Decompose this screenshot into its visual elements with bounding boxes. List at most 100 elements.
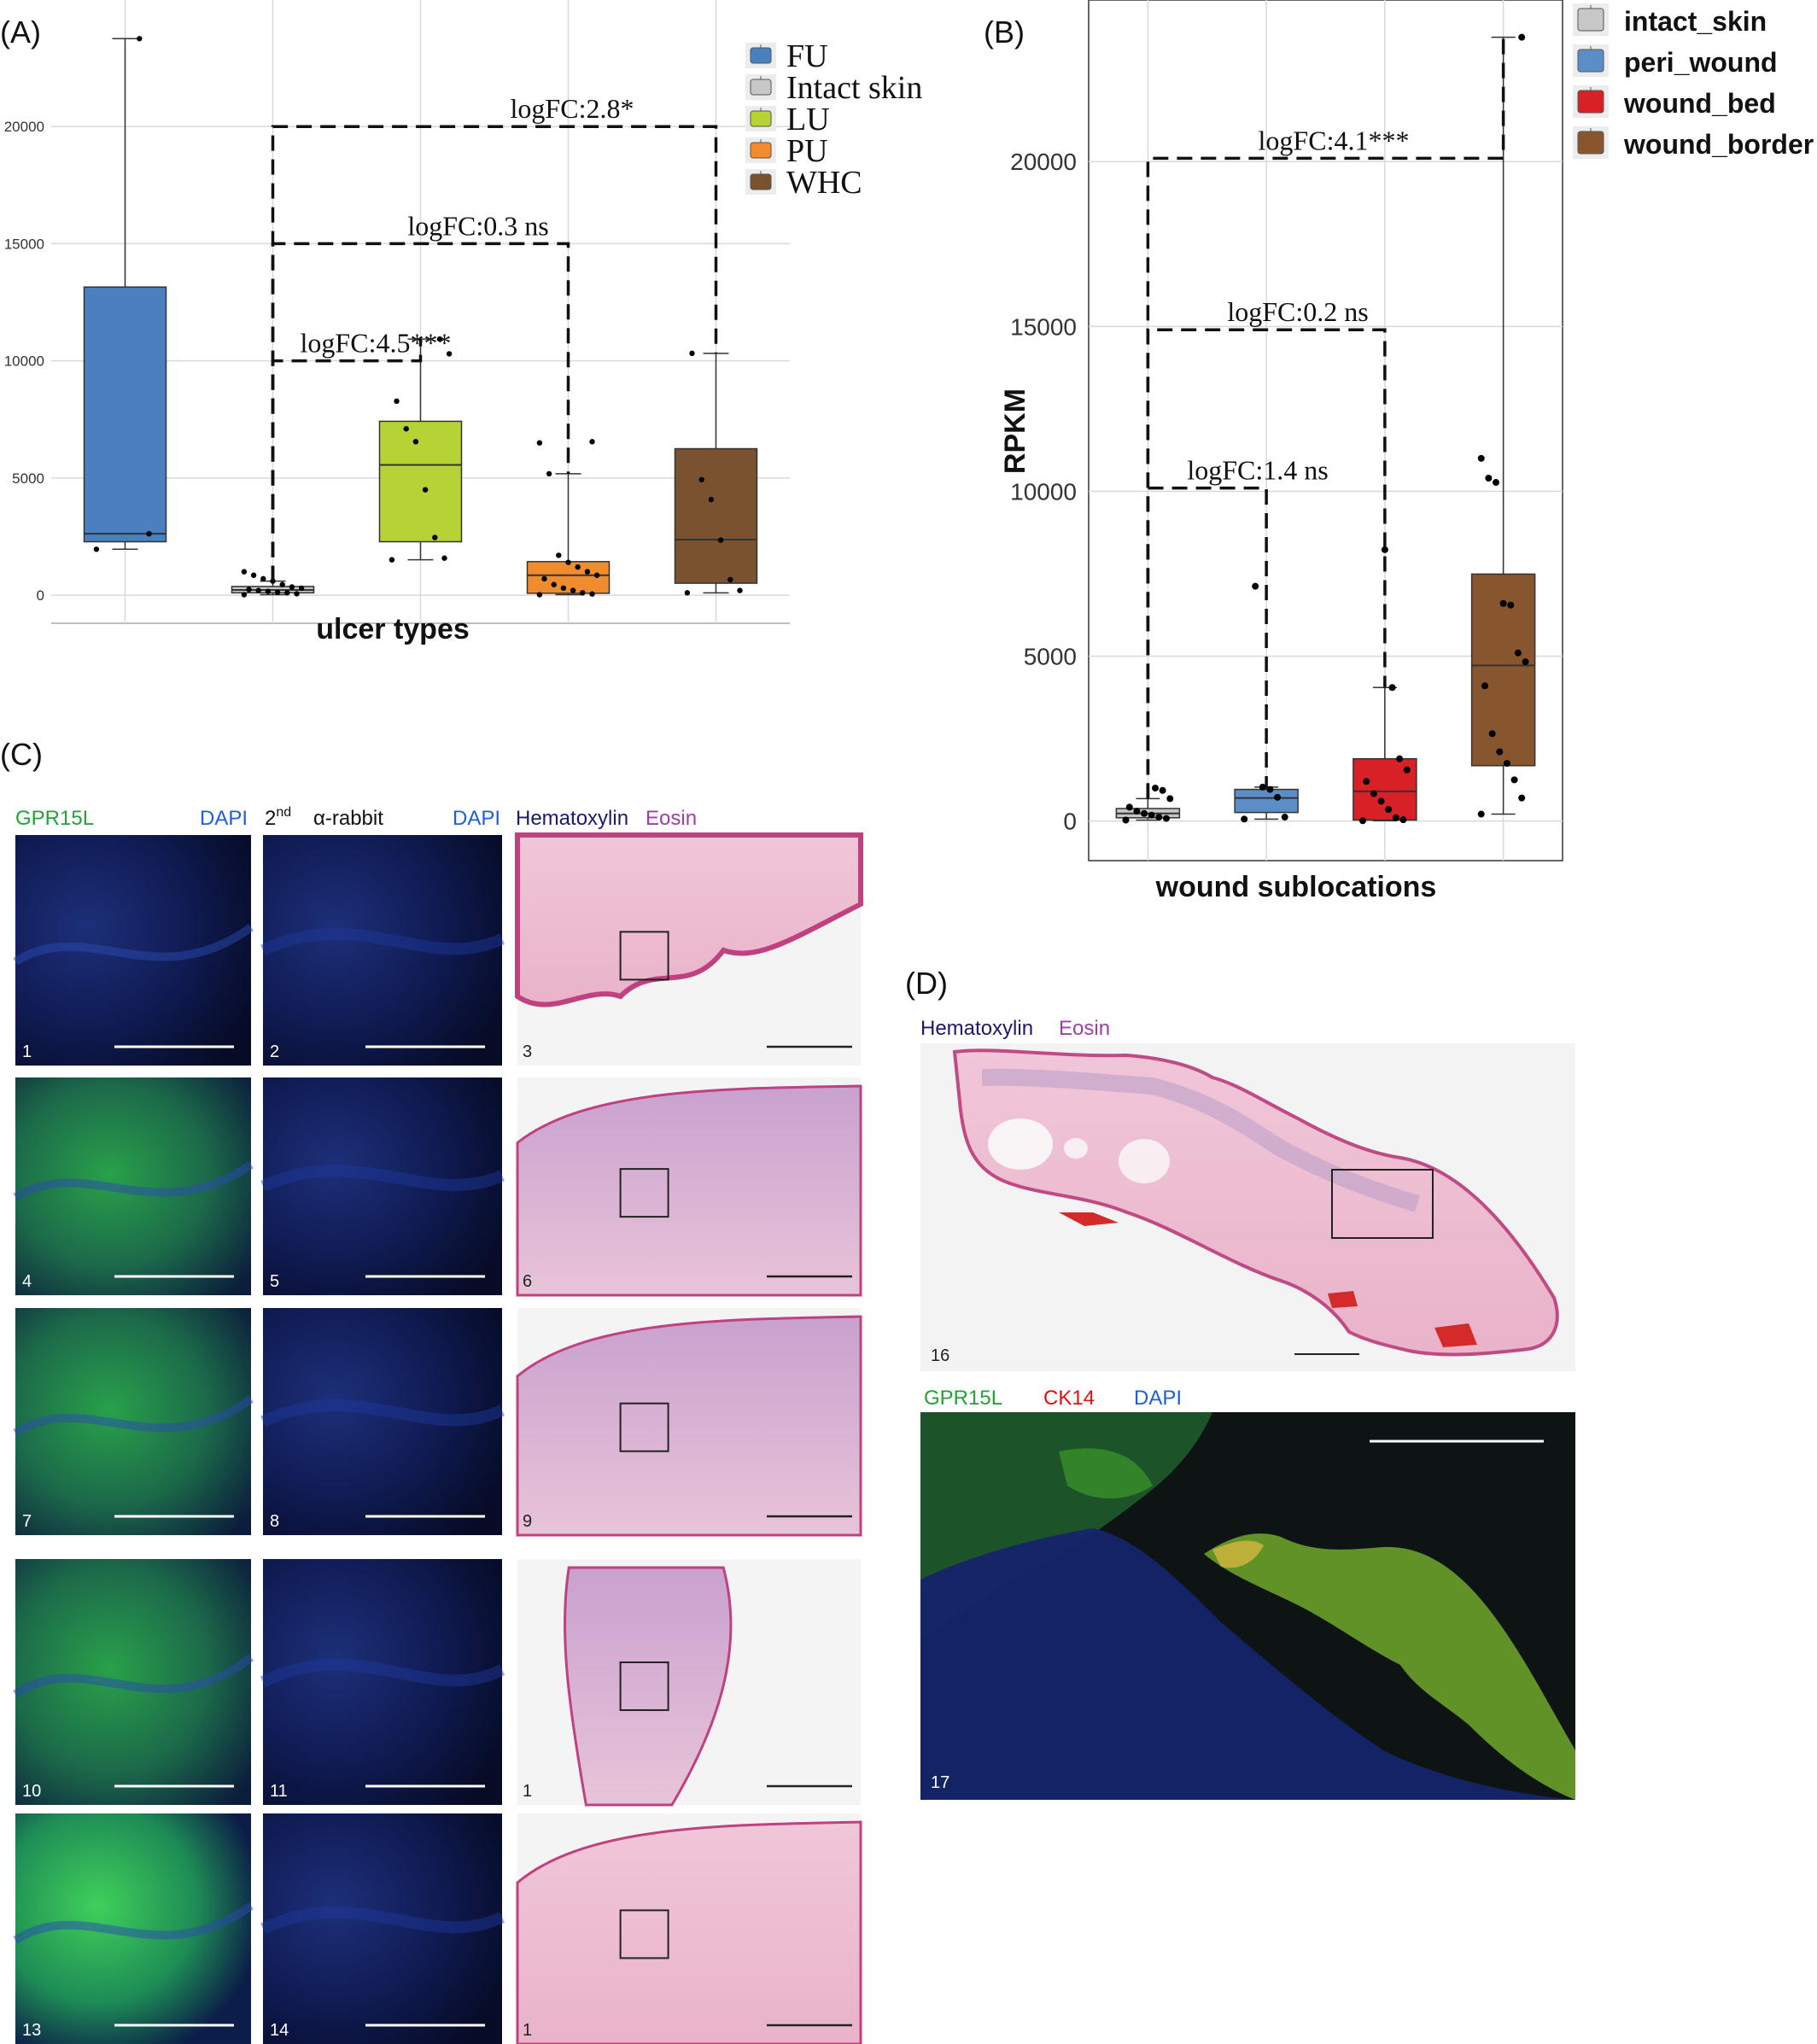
data-point <box>436 336 443 342</box>
d-header-gpr15l: GPR15L <box>924 1387 1002 1410</box>
data-point <box>589 591 595 597</box>
header-dapi-1: DAPI <box>200 807 248 830</box>
fluorescence-control <box>263 835 502 1066</box>
box-body <box>1234 788 1299 814</box>
tile-number: 13 <box>22 2021 41 2040</box>
micrograph-tile: 6 <box>516 1077 862 1297</box>
he-tissue <box>564 1566 733 1807</box>
y-tick-label: 5000 <box>12 470 44 487</box>
tile-number: 10 <box>22 1782 41 1801</box>
comparison-bracket: logFC:4.1*** <box>1146 37 1505 799</box>
y-tick-label: 0 <box>37 587 44 604</box>
data-point <box>1499 599 1507 607</box>
legend-entry-intact-skin: intact_skin <box>1573 3 1767 37</box>
d-header-eosin: Eosin <box>1059 1017 1110 1040</box>
data-point <box>1159 786 1166 794</box>
bracket-line <box>1146 328 1387 799</box>
box-body <box>674 447 758 584</box>
legend-label: FU <box>786 38 828 74</box>
legend-swatch <box>750 173 772 190</box>
data-point <box>93 546 100 552</box>
tissue-layer <box>260 1906 505 1935</box>
tile-number: 14 <box>270 2021 289 2040</box>
data-point <box>565 559 571 565</box>
he-tissue <box>515 832 863 1007</box>
tile-number: 6 <box>523 1272 532 1291</box>
data-point <box>1518 33 1526 41</box>
roi-box <box>619 1909 669 1959</box>
legend-swatch <box>1577 90 1604 114</box>
legend-label: wound_border <box>1623 129 1814 160</box>
tile-number: 5 <box>270 1272 279 1291</box>
micrograph-tile: 4 <box>13 1077 254 1295</box>
y-tick-label: 0 <box>1063 809 1077 835</box>
micrograph-grid: 1 2 34 5 67 8 910 11 113 14 1 <box>13 832 863 2044</box>
header-second: 2nd <box>265 805 291 830</box>
fluorescence-control <box>263 1308 502 1535</box>
plot-frame <box>1088 0 1563 861</box>
data-point <box>1259 783 1266 791</box>
micrograph-tile: 1 <box>13 835 254 1066</box>
y-tick-label: 5000 <box>1024 644 1077 670</box>
data-point <box>146 530 152 537</box>
he-overview-image: 16 <box>920 1043 1575 1371</box>
bracket-label: logFC:0.3 ns <box>407 210 548 241</box>
legend-label: WHC <box>786 165 862 201</box>
panel-label-a: (A) <box>0 15 41 50</box>
tile-number: 1 <box>22 1042 32 1061</box>
panel-label-d: (D) <box>905 966 948 1001</box>
legend-entry-pu: PU <box>745 133 828 169</box>
data-point <box>584 569 591 575</box>
tile-number: 11 <box>270 1782 288 1801</box>
micrograph-tile: 13 <box>13 1813 254 2044</box>
data-point <box>1385 806 1393 814</box>
micrograph-tile: 2 <box>260 835 505 1066</box>
legend-entry-fu: FU <box>745 38 828 74</box>
tile-number: 1 <box>523 2021 532 2040</box>
y-tick-label: 15000 <box>4 236 44 252</box>
box-body <box>378 420 463 543</box>
box-fu <box>83 36 167 552</box>
tile-number: 4 <box>22 1272 32 1291</box>
data-point <box>1396 755 1404 762</box>
legend-label: PU <box>786 133 828 169</box>
box-wound-border <box>1470 33 1536 818</box>
data-point <box>1488 730 1496 738</box>
fluorescence-control <box>263 1813 502 2044</box>
data-point <box>284 590 290 596</box>
data-point <box>432 534 438 540</box>
data-point <box>546 470 552 477</box>
legend-entry-wound-border: wound_border <box>1573 126 1814 160</box>
header-gpr15l: GPR15L <box>15 807 94 830</box>
tissue-layer <box>13 923 254 966</box>
tissue-layer <box>260 1165 505 1192</box>
data-point <box>727 576 733 583</box>
data-point <box>575 564 581 570</box>
chart-b-xlabel: wound sublocations <box>1155 871 1437 903</box>
legend-label: intact_skin <box>1624 6 1767 37</box>
data-point <box>1266 785 1274 793</box>
comparison-bracket: logFC:1.4 ns <box>1146 455 1329 799</box>
data-point <box>1125 803 1133 811</box>
comparison-bracket: logFC:0.2 ns <box>1146 296 1387 799</box>
micrograph-tile: 14 <box>260 1813 505 2044</box>
comparison-bracket: logFC:4.5*** <box>271 328 451 581</box>
y-tick-label: 10000 <box>1010 478 1077 505</box>
box-body <box>83 286 167 543</box>
data-point <box>570 587 576 593</box>
data-point <box>294 591 300 597</box>
data-point <box>1507 601 1515 609</box>
data-point <box>274 589 281 595</box>
data-point <box>1381 546 1388 553</box>
data-point <box>394 398 400 405</box>
bracket-line <box>271 339 423 581</box>
data-point <box>1141 809 1148 817</box>
data-point <box>137 36 143 42</box>
roi-box <box>619 1661 669 1711</box>
data-point <box>241 592 248 598</box>
data-point <box>279 581 285 587</box>
data-point <box>593 572 600 578</box>
data-point <box>737 587 743 593</box>
data-point <box>241 569 248 575</box>
micrograph-tile: 1 <box>517 1559 861 1807</box>
